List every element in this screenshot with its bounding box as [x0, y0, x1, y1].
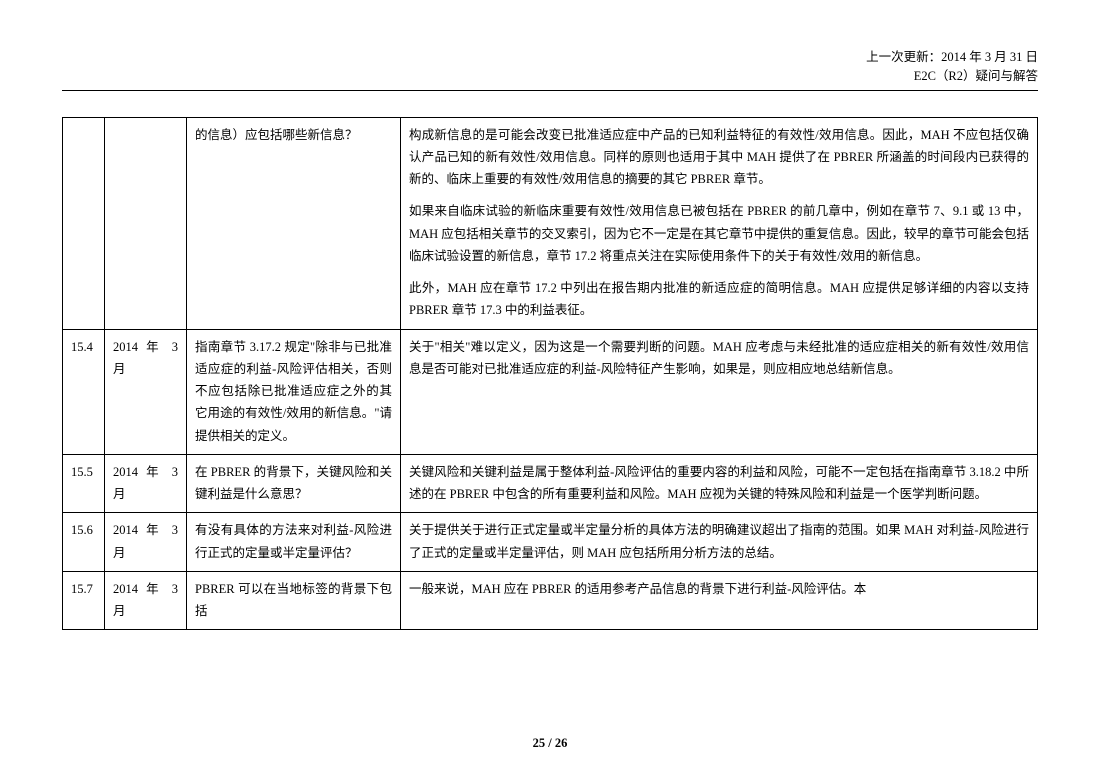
row-id: 15.5 — [63, 454, 105, 513]
table-row: 15.52014 年 3 月在 PBRER 的背景下，关键风险和关键利益是什么意… — [63, 454, 1038, 513]
row-date: 2014 年 3 月 — [105, 571, 187, 630]
question-text: PBRER 可以在当地标签的背景下包括 — [195, 578, 392, 623]
answer-text: 一般来说，MAH 应在 PBRER 的适用参考产品信息的背景下进行利益-风险评估… — [409, 578, 1029, 600]
answer-cell: 关键风险和关键利益是属于整体利益-风险评估的重要内容的利益和风险，可能不一定包括… — [401, 454, 1038, 513]
question-cell: 指南章节 3.17.2 规定"除非与已批准适应症的利益-风险评估相关，否则不应包… — [187, 329, 401, 454]
header-doc-title: E2C（R2）疑问与解答 — [62, 67, 1038, 86]
question-cell: PBRER 可以在当地标签的背景下包括 — [187, 571, 401, 630]
question-text: 指南章节 3.17.2 规定"除非与已批准适应症的利益-风险评估相关，否则不应包… — [195, 336, 392, 447]
row-id: 15.6 — [63, 513, 105, 572]
question-cell: 的信息）应包括哪些新信息？ — [187, 117, 401, 329]
answer-text: 关键风险和关键利益是属于整体利益-风险评估的重要内容的利益和风险，可能不一定包括… — [409, 461, 1029, 506]
answer-text: 关于"相关"难以定义，因为这是一个需要判断的问题。MAH 应考虑与未经批准的适应… — [409, 336, 1029, 381]
question-cell: 有没有具体的方法来对利益-风险进行正式的定量或半定量评估？ — [187, 513, 401, 572]
row-id: 15.7 — [63, 571, 105, 630]
qa-table: 的信息）应包括哪些新信息？ 构成新信息的是可能会改变已批准适应症中产品的已知利益特… — [62, 117, 1038, 631]
question-text: 的信息）应包括哪些新信息？ — [195, 124, 392, 146]
answer-cell: 构成新信息的是可能会改变已批准适应症中产品的已知利益特征的有效性/效用信息。因此… — [401, 117, 1038, 329]
qa-table-body: 的信息）应包括哪些新信息？ 构成新信息的是可能会改变已批准适应症中产品的已知利益特… — [63, 117, 1038, 630]
page-header: 上一次更新：2014 年 3 月 31 日 E2C（R2）疑问与解答 — [62, 48, 1038, 86]
row-date — [105, 117, 187, 329]
answer-cell: 关于提供关于进行正式定量或半定量分析的具体方法的明确建议超出了指南的范围。如果 … — [401, 513, 1038, 572]
question-cell: 在 PBRER 的背景下，关键风险和关键利益是什么意思？ — [187, 454, 401, 513]
answer-text: 关于提供关于进行正式定量或半定量分析的具体方法的明确建议超出了指南的范围。如果 … — [409, 519, 1029, 564]
answer-text: 此外，MAH 应在章节 17.2 中列出在报告期内批准的新适应症的简明信息。MA… — [409, 277, 1029, 322]
header-rule — [62, 90, 1038, 91]
header-update-date: 上一次更新：2014 年 3 月 31 日 — [62, 48, 1038, 67]
answer-cell: 一般来说，MAH 应在 PBRER 的适用参考产品信息的背景下进行利益-风险评估… — [401, 571, 1038, 630]
row-id — [63, 117, 105, 329]
table-row: 15.42014 年 3 月指南章节 3.17.2 规定"除非与已批准适应症的利… — [63, 329, 1038, 454]
question-text: 有没有具体的方法来对利益-风险进行正式的定量或半定量评估？ — [195, 519, 392, 564]
row-date: 2014 年 3 月 — [105, 329, 187, 454]
row-date: 2014 年 3 月 — [105, 454, 187, 513]
table-row: 15.72014 年 3 月PBRER 可以在当地标签的背景下包括一般来说，MA… — [63, 571, 1038, 630]
answer-text: 构成新信息的是可能会改变已批准适应症中产品的已知利益特征的有效性/效用信息。因此… — [409, 124, 1029, 191]
table-row: 15.62014 年 3 月有没有具体的方法来对利益-风险进行正式的定量或半定量… — [63, 513, 1038, 572]
answer-cell: 关于"相关"难以定义，因为这是一个需要判断的问题。MAH 应考虑与未经批准的适应… — [401, 329, 1038, 454]
row-id: 15.4 — [63, 329, 105, 454]
row-date: 2014 年 3 月 — [105, 513, 187, 572]
question-text: 在 PBRER 的背景下，关键风险和关键利益是什么意思？ — [195, 461, 392, 506]
page-number: 25 / 26 — [0, 736, 1100, 751]
answer-text: 如果来自临床试验的新临床重要有效性/效用信息已被包括在 PBRER 的前几章中，… — [409, 200, 1029, 267]
table-row: 的信息）应包括哪些新信息？ 构成新信息的是可能会改变已批准适应症中产品的已知利益特… — [63, 117, 1038, 329]
